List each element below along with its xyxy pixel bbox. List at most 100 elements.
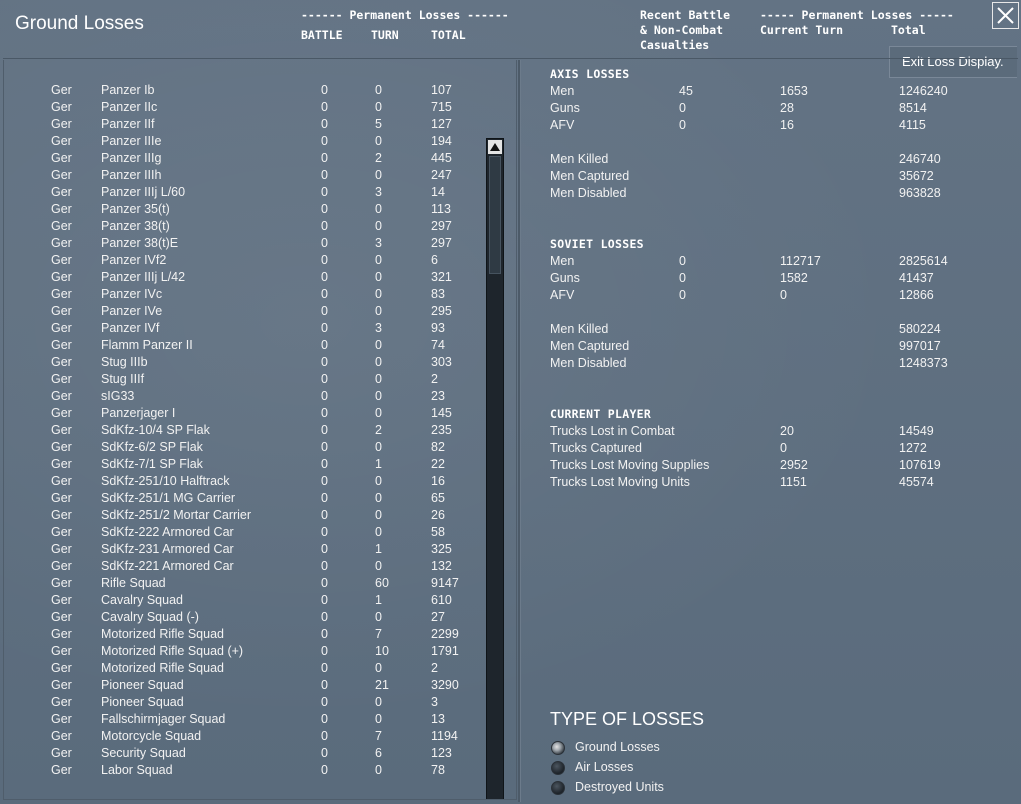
table-row: Ger Panzer IVf 0 3 93	[4, 321, 474, 338]
unit-name-cell: Labor Squad	[101, 763, 173, 777]
battle-losses-cell: 0	[321, 593, 328, 607]
total-losses-cell: 27	[431, 610, 445, 624]
battle-losses-cell: 0	[321, 253, 328, 267]
total-losses-cell: 23	[431, 389, 445, 403]
radio-option[interactable]: Ground Losses	[551, 740, 751, 758]
total-losses-cell: 1791	[431, 644, 459, 658]
unit-name-cell: Panzer IIIg	[101, 151, 162, 165]
nation-cell: Ger	[51, 287, 72, 301]
table-row: Ger Panzer 38(t)E 0 3 297	[4, 236, 474, 253]
unit-name-cell: Security Squad	[101, 746, 186, 760]
turn-losses-cell: 0	[375, 372, 382, 386]
radio-button-icon[interactable]	[551, 761, 565, 775]
battle-losses-cell: 0	[321, 321, 328, 335]
unit-name-cell: SdKfz-221 Armored Car	[101, 559, 234, 573]
unit-name-cell: Panzer IIIj L/60	[101, 185, 186, 199]
battle-losses-cell: 0	[321, 678, 328, 692]
unit-name-cell: sIG33	[101, 389, 135, 403]
battle-losses-cell: 0	[321, 287, 328, 301]
nation-cell: Ger	[51, 338, 72, 352]
table-row: Ger Panzer 35(t) 0 0 113	[4, 202, 474, 219]
nation-cell: Ger	[51, 389, 72, 403]
unit-name-cell: Panzer IIIj L/42	[101, 270, 186, 284]
radio-button-icon[interactable]	[551, 741, 565, 755]
battle-losses-cell: 0	[321, 270, 328, 284]
nation-cell: Ger	[51, 253, 72, 267]
nation-cell: Ger	[51, 712, 72, 726]
turn-losses-cell: 0	[375, 287, 382, 301]
turn-losses-cell: 0	[375, 338, 382, 352]
table-row: Ger Motorized Rifle Squad 0 7 2299	[4, 627, 474, 644]
nation-cell: Ger	[51, 627, 72, 641]
nation-cell: Ger	[51, 117, 72, 131]
battle-losses-cell: 0	[321, 644, 328, 658]
table-row: Ger Panzer IIc 0 0 715	[4, 100, 474, 117]
unit-name-cell: Panzerjager I	[101, 406, 176, 420]
scroll-thumb[interactable]	[489, 156, 501, 274]
table-row: Ger Motorized Rifle Squad (+) 0 10 1791	[4, 644, 474, 661]
nation-cell: Ger	[51, 100, 72, 114]
total-losses-cell: 82	[431, 440, 445, 454]
turn-losses-cell: 10	[375, 644, 389, 658]
battle-losses-cell: 0	[321, 491, 328, 505]
nation-cell: Ger	[51, 491, 72, 505]
total-losses-cell: 297	[431, 219, 452, 233]
scroll-up-button[interactable]	[488, 140, 502, 154]
permanent-losses-header-left: ------ Permanent Losses ------	[301, 8, 509, 22]
current-turn-cell: 1582	[780, 271, 808, 285]
current-turn-column-header: Current Turn	[760, 23, 844, 37]
row-label: Men Killed	[550, 152, 609, 166]
close-button[interactable]	[992, 2, 1019, 29]
table-row: Ger Pioneer Squad 0 21 3290	[4, 678, 474, 695]
unit-name-cell: Panzer IVf2	[101, 253, 167, 267]
row-label: Men Killed	[550, 322, 609, 336]
table-row: Ger Cavalry Squad 0 1 610	[4, 593, 474, 610]
turn-losses-cell: 0	[375, 389, 382, 403]
nation-cell: Ger	[51, 508, 72, 522]
nation-cell: Ger	[51, 559, 72, 573]
table-row: AFV 0 0 12866	[0, 288, 1000, 305]
total-losses-cell: 303	[431, 355, 452, 369]
turn-losses-cell: 1	[375, 542, 382, 556]
row-label: Men Disabled	[550, 356, 627, 370]
battle-losses-cell: 0	[321, 83, 328, 97]
table-row: Men Disabled 963828	[0, 186, 1000, 203]
row-label: AFV	[550, 118, 575, 132]
nation-cell: Ger	[51, 678, 72, 692]
nation-cell: Ger	[51, 304, 72, 318]
unit-name-cell: SdKfz-251/1 MG Carrier	[101, 491, 236, 505]
current-turn-cell: 0	[780, 288, 787, 302]
radio-option[interactable]: Destroyed Units	[551, 780, 751, 798]
nation-cell: Ger	[51, 202, 72, 216]
total-losses-cell: 2299	[431, 627, 459, 641]
radio-option[interactable]: Air Losses	[551, 760, 751, 778]
battle-losses-cell: 0	[321, 372, 328, 386]
battle-losses-cell: 0	[321, 236, 328, 250]
total-cell: 963828	[899, 186, 941, 200]
table-row: Ger Panzer IVe 0 0 295	[4, 304, 474, 321]
row-label: Trucks Lost Moving Supplies	[550, 458, 710, 472]
battle-losses-cell: 0	[321, 168, 328, 182]
unit-name-cell: Panzer IIIe	[101, 134, 162, 148]
nation-cell: Ger	[51, 134, 72, 148]
total-losses-cell: 321	[431, 270, 452, 284]
table-row: Men Killed 246740	[0, 152, 1000, 169]
row-label: Men Captured	[550, 169, 630, 183]
row-label: Men Captured	[550, 339, 630, 353]
total-losses-cell: 6	[431, 253, 438, 267]
list-scrollbar[interactable]	[486, 138, 504, 799]
turn-losses-cell: 0	[375, 168, 382, 182]
unit-name-cell: Motorcycle Squad	[101, 729, 202, 743]
recent-casualties-cell: 0	[679, 101, 686, 115]
table-row: Ger Stug IIIf 0 0 2	[4, 372, 474, 389]
table-row: Ger Flamm Panzer II 0 0 74	[4, 338, 474, 355]
total-losses-cell: 93	[431, 321, 445, 335]
battle-losses-cell: 0	[321, 542, 328, 556]
total-losses-cell: 3290	[431, 678, 459, 692]
total-losses-cell: 16	[431, 474, 445, 488]
turn-losses-cell: 0	[375, 304, 382, 318]
battle-losses-cell: 0	[321, 389, 328, 403]
battle-losses-cell: 0	[321, 440, 328, 454]
total-losses-cell: 145	[431, 406, 452, 420]
radio-button-icon[interactable]	[551, 781, 565, 795]
